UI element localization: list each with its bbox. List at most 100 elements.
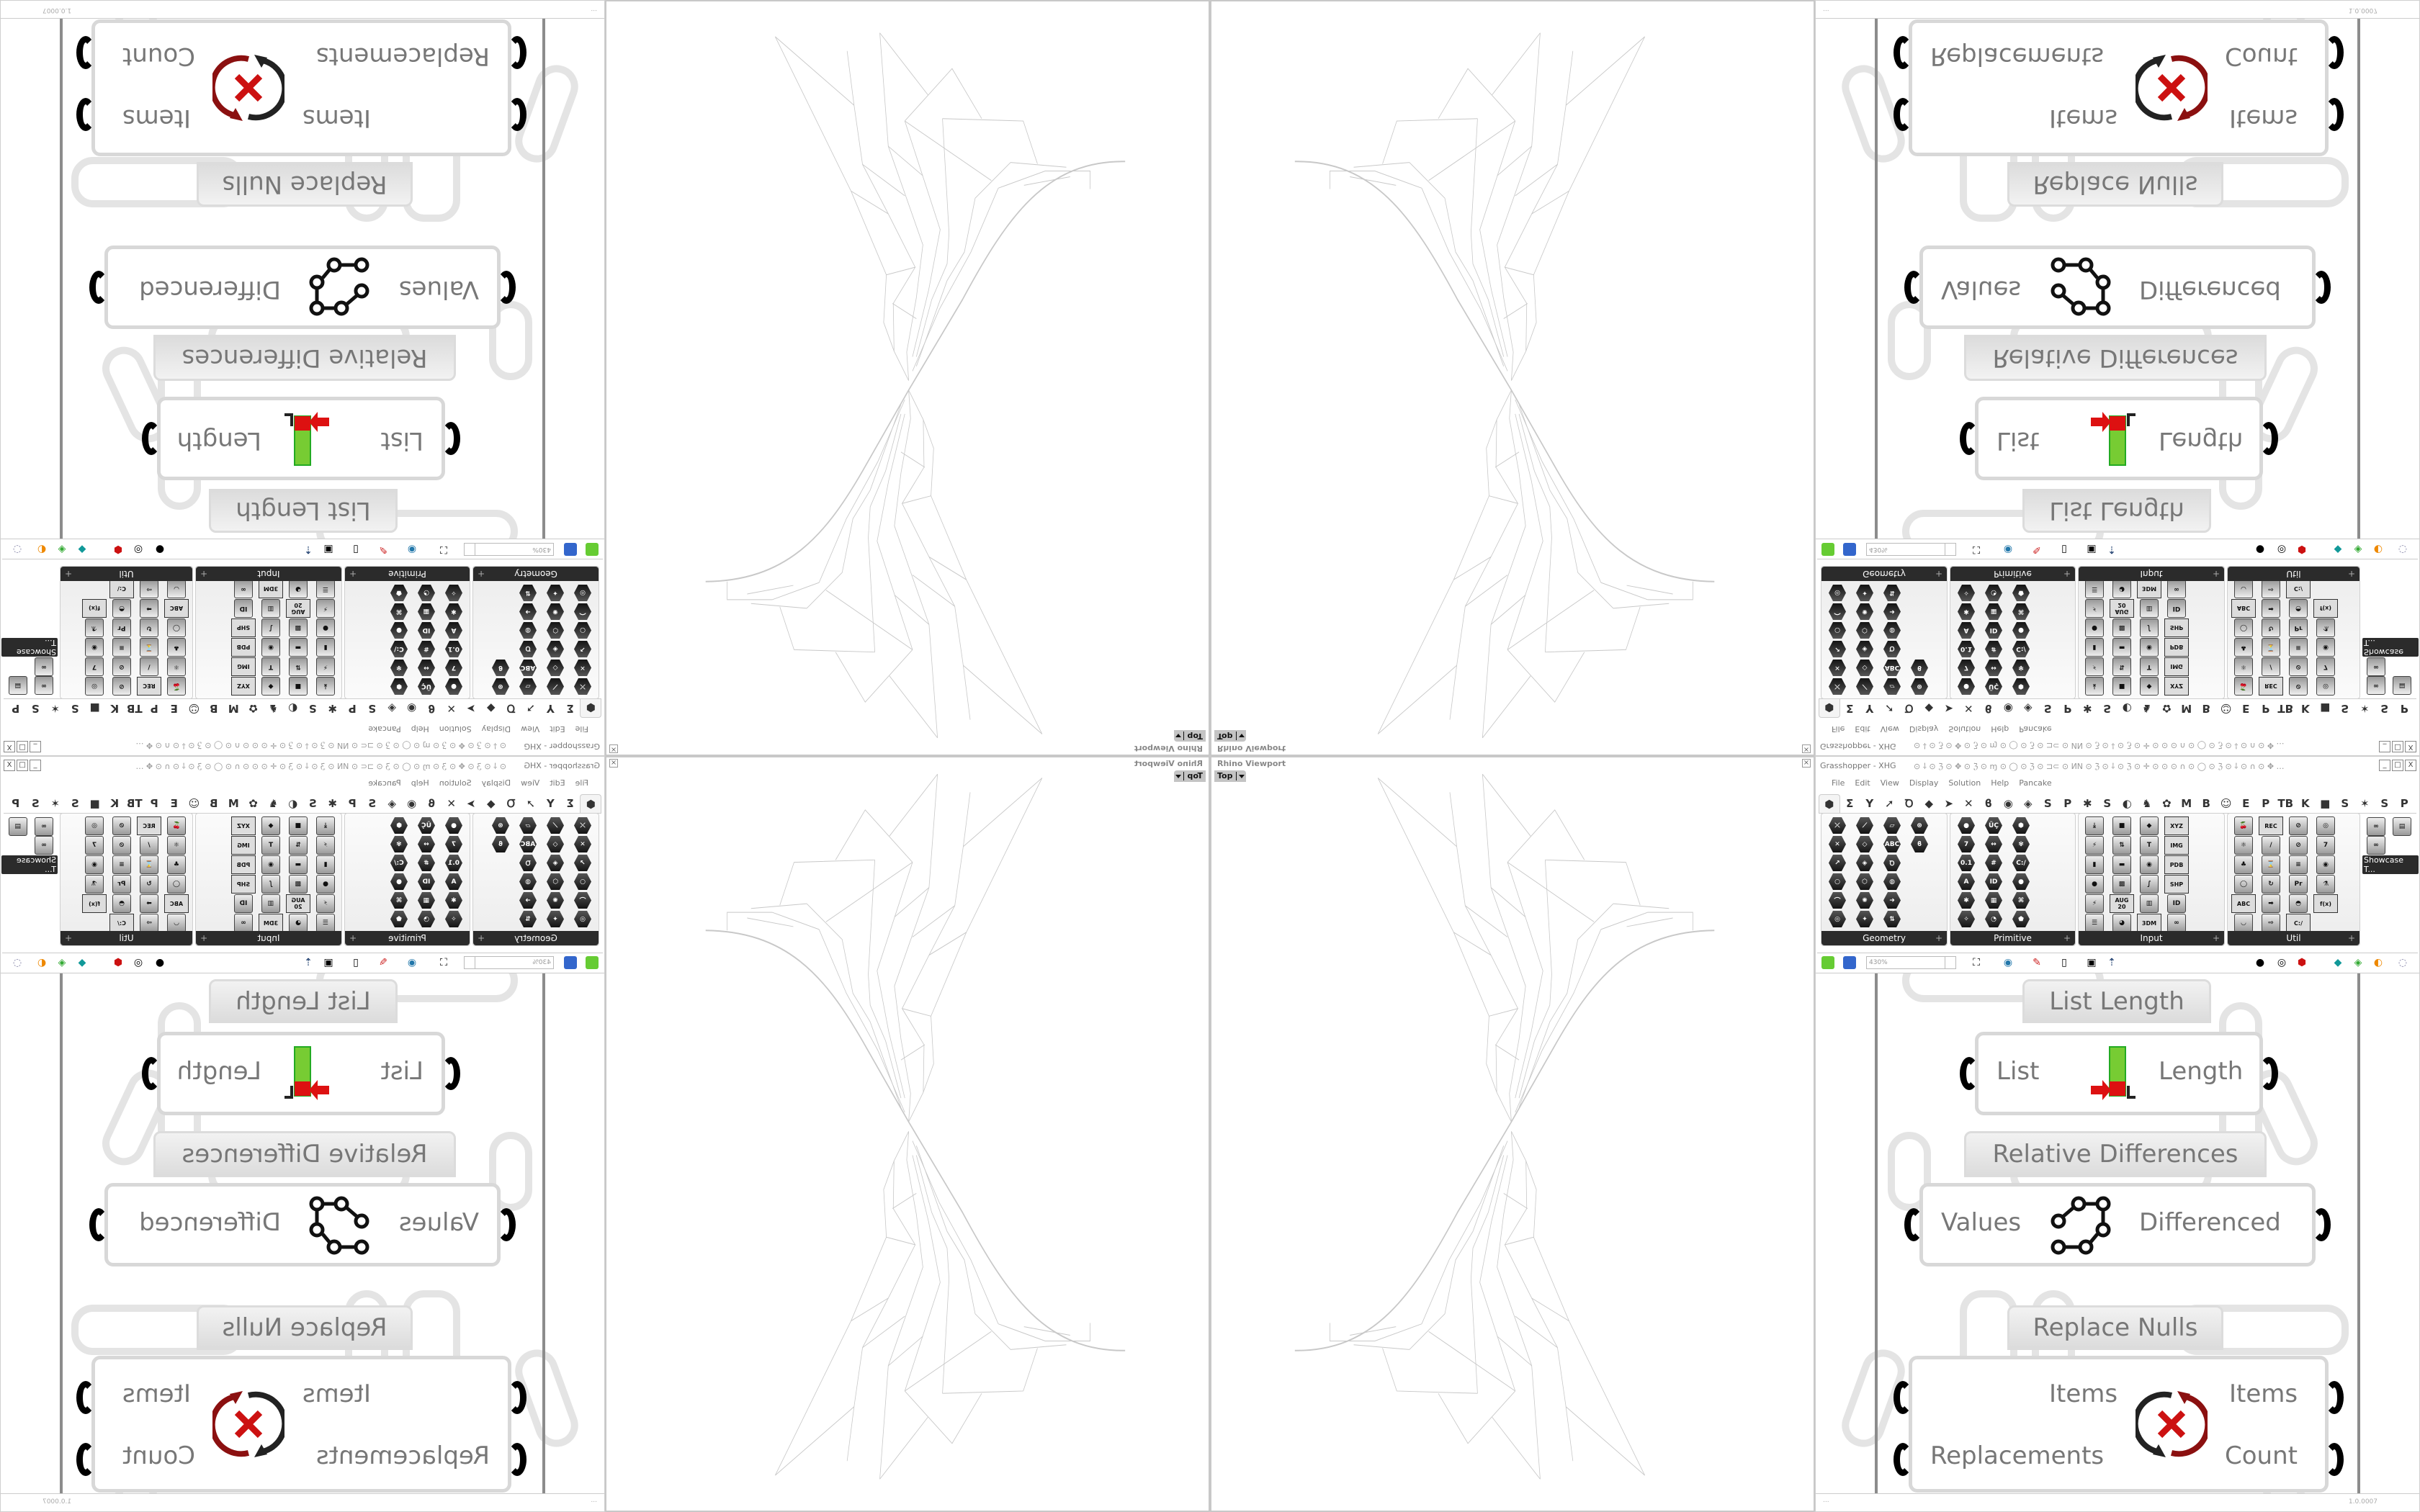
tab[interactable]: ■ (89, 702, 100, 715)
component-icon[interactable]: ◎ (574, 585, 591, 602)
document-tabs[interactable]: ⊙ ⸸ ⊙ ℨ ⊙ ✥ ⊙ ℨ ⊙ ɱ ⊙ ◯ ⊙ ℨ ⊙ ⊐⊂ ⊙ ИN ⊙ … (135, 762, 506, 771)
open-file-icon[interactable] (586, 956, 599, 969)
component-icon[interactable]: ◈ (1856, 854, 1873, 872)
component-icon[interactable]: ⤓ (316, 677, 335, 696)
preview-teal-icon[interactable]: ◆ (2334, 957, 2342, 968)
tab[interactable]: ✕ (447, 797, 457, 810)
wire-display-icon[interactable]: ● (2255, 957, 2265, 968)
menu-edit[interactable]: Edit (1855, 724, 1870, 734)
component-icon[interactable]: ⚛ (167, 657, 186, 676)
preview-teal-icon[interactable]: ◆ (2334, 544, 2342, 555)
close-button[interactable]: X (2405, 741, 2416, 752)
tab[interactable]: S (308, 797, 317, 810)
tab[interactable]: K (2300, 797, 2310, 810)
component-icon[interactable]: ▦ (418, 603, 435, 621)
showcase-icon[interactable]: ∞ (2367, 657, 2385, 676)
component-icon[interactable]: XYZ (231, 816, 256, 835)
tab[interactable]: ϐ (428, 702, 436, 715)
input-grip[interactable] (1960, 422, 1978, 455)
tab[interactable]: S (368, 797, 377, 810)
component-icon[interactable]: ⊘ (2289, 816, 2308, 835)
maximize-button[interactable]: □ (17, 760, 28, 771)
tab[interactable]: ➤ (466, 702, 476, 715)
component-icon[interactable]: ⚡ (316, 657, 335, 676)
component-icon[interactable]: ◡ (167, 580, 186, 598)
close-button[interactable]: X (2405, 760, 2416, 771)
component-icon[interactable]: ➜ (519, 603, 537, 621)
component-icon[interactable]: ◍ (519, 622, 537, 639)
component-icon[interactable]: PDB (231, 638, 256, 657)
tab[interactable]: ◆ (486, 797, 496, 810)
panel-label[interactable]: Util + (60, 567, 192, 581)
shaded-sphere-icon[interactable]: ◐ (37, 957, 47, 968)
component-icon[interactable]: ∫ (261, 618, 280, 637)
grasshopper-canvas[interactable]: List Length List Length Relative Differe… (1816, 18, 2419, 539)
shaded-off-icon[interactable]: ◎ (133, 544, 143, 555)
component-icon[interactable]: ✕ (574, 660, 591, 677)
tab[interactable]: TB (2277, 797, 2294, 810)
component-icon[interactable]: ◡ (2234, 914, 2253, 932)
component-icon[interactable]: ϐ (1911, 835, 1928, 853)
component-icon[interactable]: ◇ (1856, 660, 1873, 677)
component-icon[interactable]: ≡ (2289, 855, 2308, 874)
component-icon[interactable]: ⇨ (2262, 580, 2280, 598)
tab[interactable]: ✕ (447, 702, 457, 715)
component-icon[interactable]: 3DM (2137, 914, 2161, 932)
input-grip[interactable] (497, 1208, 516, 1241)
component-icon[interactable]: ♣ (167, 638, 186, 657)
component-icon[interactable]: ◎ (85, 677, 104, 696)
grasshopper-canvas[interactable]: List Length List Length Relative Differe… (1816, 973, 2419, 1494)
component-icon[interactable]: ▥ (2140, 599, 2159, 618)
component-icon[interactable]: ● (2085, 875, 2104, 894)
output-grip[interactable] (2325, 36, 2344, 69)
component-icon[interactable]: ⌘ (2012, 603, 2030, 621)
menu-view[interactable]: View (1880, 778, 1899, 788)
component-icon[interactable]: ≡ (112, 638, 131, 657)
tab[interactable]: ✶ (50, 702, 60, 715)
component-icon[interactable]: ⬡ (547, 622, 564, 639)
component-icon[interactable]: ◕ (2112, 914, 2131, 932)
component-icon[interactable]: SHP (2164, 875, 2189, 894)
tab[interactable]: ➤ (1944, 797, 1954, 810)
component-icon[interactable]: XYZ (2164, 677, 2189, 696)
component-icon[interactable]: Ꝺ (519, 855, 537, 872)
tab[interactable]: Y (546, 702, 555, 715)
component-icon[interactable]: ⚛ (2234, 657, 2253, 676)
component-icon[interactable]: ⚡ (316, 599, 335, 618)
component-icon[interactable]: ✦ (547, 585, 564, 602)
gumball-icon[interactable]: ⇡ (304, 957, 313, 968)
component-icon[interactable]: SHP (231, 618, 256, 637)
component-icon[interactable]: ⊘ (2289, 677, 2308, 696)
tab[interactable]: ✕ (1963, 797, 1973, 810)
component-icon[interactable]: 7 (85, 836, 104, 855)
preview-green-icon[interactable]: ◈ (2354, 544, 2362, 555)
component-icon[interactable]: ▮ (2085, 638, 2104, 657)
component-icon[interactable]: ABC (1883, 660, 1901, 677)
component-icon[interactable]: ⊘ (112, 836, 131, 855)
sketch-icon[interactable]: ✎ (2033, 544, 2041, 555)
component-icon[interactable]: ⚛ (167, 836, 186, 855)
component-icon[interactable]: ◇ (1856, 835, 1873, 853)
close-button[interactable]: X (4, 760, 15, 771)
tab[interactable]: ✱ (2082, 702, 2092, 715)
component-icon[interactable]: ➜ (1883, 603, 1901, 621)
panel-label[interactable]: Util + (2228, 931, 2360, 945)
component-icon[interactable]: IMG (2164, 836, 2189, 855)
remote-icon[interactable]: ▣ (2087, 957, 2097, 968)
component-icon[interactable]: REC (2259, 816, 2283, 835)
component-icon[interactable]: ∞ (2167, 580, 2186, 598)
tab[interactable]: K (2300, 702, 2310, 715)
tab[interactable]: ◐ (288, 702, 298, 715)
component-icon[interactable]: ✺ (547, 603, 564, 621)
gumball-icon[interactable]: ⇡ (2107, 957, 2116, 968)
component-icon[interactable]: ◯ (2234, 618, 2253, 637)
component-icon[interactable]: ↻ (2262, 875, 2280, 894)
component-icon[interactable]: ⬢ (390, 817, 408, 834)
component-icon[interactable]: ◎ (574, 911, 591, 928)
component-icon[interactable]: ⚗ (2316, 875, 2335, 894)
tab[interactable]: P (150, 702, 158, 715)
component-icon[interactable]: ID (234, 894, 253, 913)
tab[interactable]: P (2400, 702, 2408, 715)
grasshopper-canvas[interactable]: List Length List Length Relative Differe… (1, 18, 604, 539)
component-icon[interactable]: ⤓ (2085, 816, 2104, 835)
